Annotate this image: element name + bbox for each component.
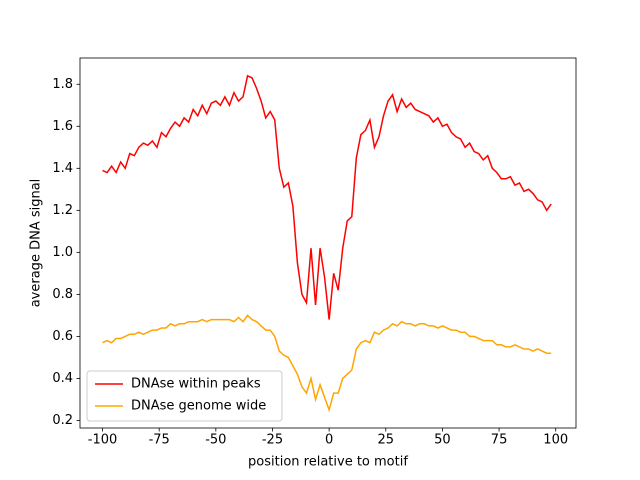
x-tick-label: -100 <box>88 433 118 448</box>
legend-label: DNAse genome wide <box>131 399 266 414</box>
y-tick-label: 0.6 <box>52 329 73 344</box>
x-axis-label: position relative to motif <box>248 455 408 470</box>
x-tick-label: 75 <box>491 433 508 448</box>
x-tick-label: 0 <box>325 433 333 448</box>
plot-frame <box>79 57 577 429</box>
legend-label: DNAse within peaks <box>131 377 261 392</box>
y-tick-label: 1.0 <box>52 245 73 260</box>
y-tick-label: 1.2 <box>52 203 73 218</box>
x-tick-label: -50 <box>205 433 226 448</box>
y-tick-label: 0.2 <box>52 413 73 428</box>
x-tick-label: -75 <box>149 433 170 448</box>
line-series <box>102 314 552 413</box>
legend-box <box>86 370 283 422</box>
y-axis-label: average DNA signal <box>29 179 44 308</box>
x-tick-label: 50 <box>434 433 451 448</box>
y-tick-label: 0.4 <box>52 371 73 386</box>
x-tick-label: 100 <box>543 433 568 448</box>
y-tick-label: 1.4 <box>52 161 73 176</box>
y-tick-label: 1.6 <box>52 119 73 134</box>
y-tick-label: 1.8 <box>52 77 73 92</box>
y-tick-label: 0.8 <box>52 287 73 302</box>
line-series <box>102 74 552 320</box>
x-tick-label: 25 <box>378 433 395 448</box>
x-tick-label: -25 <box>262 433 283 448</box>
